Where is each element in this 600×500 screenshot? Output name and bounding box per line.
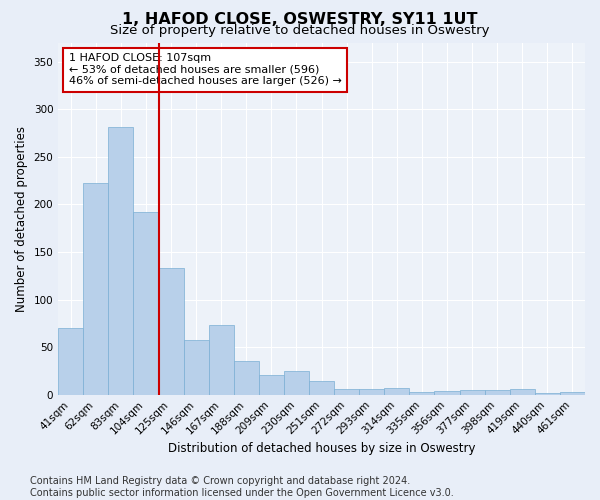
Bar xyxy=(133,212,158,394)
Bar xyxy=(234,362,259,394)
Text: 1, HAFOD CLOSE, OSWESTRY, SY11 1UT: 1, HAFOD CLOSE, OSWESTRY, SY11 1UT xyxy=(122,12,478,28)
Bar xyxy=(284,371,309,394)
Bar xyxy=(535,393,560,394)
Bar xyxy=(359,389,385,394)
Bar xyxy=(560,392,585,394)
Bar xyxy=(309,382,334,394)
Bar xyxy=(385,388,409,394)
Bar xyxy=(184,340,209,394)
Bar xyxy=(158,268,184,394)
Bar xyxy=(434,391,460,394)
Bar xyxy=(510,389,535,394)
Bar xyxy=(58,328,83,394)
Bar xyxy=(259,374,284,394)
Bar xyxy=(334,389,359,394)
Bar xyxy=(409,392,434,394)
Text: Contains HM Land Registry data © Crown copyright and database right 2024.
Contai: Contains HM Land Registry data © Crown c… xyxy=(30,476,454,498)
Text: 1 HAFOD CLOSE: 107sqm
← 53% of detached houses are smaller (596)
46% of semi-det: 1 HAFOD CLOSE: 107sqm ← 53% of detached … xyxy=(69,53,341,86)
Bar xyxy=(83,184,109,394)
Text: Size of property relative to detached houses in Oswestry: Size of property relative to detached ho… xyxy=(110,24,490,37)
Bar xyxy=(485,390,510,394)
Bar xyxy=(109,127,133,394)
Bar xyxy=(209,325,234,394)
X-axis label: Distribution of detached houses by size in Oswestry: Distribution of detached houses by size … xyxy=(168,442,475,455)
Bar xyxy=(460,390,485,394)
Y-axis label: Number of detached properties: Number of detached properties xyxy=(15,126,28,312)
